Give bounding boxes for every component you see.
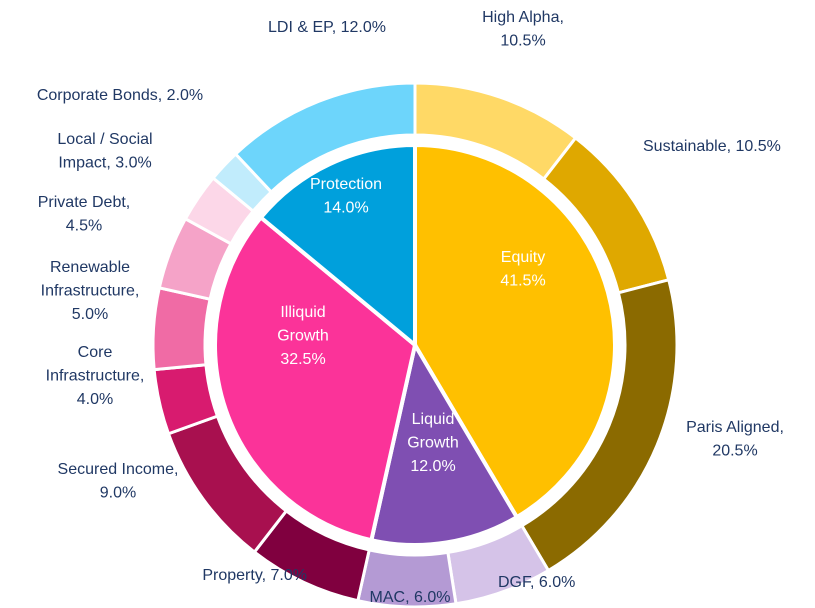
outer-label: Infrastructure, xyxy=(41,283,140,300)
segment xyxy=(151,286,212,372)
outer-label: 10.5% xyxy=(500,33,545,50)
segment xyxy=(258,142,417,350)
inner-label: 14.0% xyxy=(323,200,368,217)
outer-label: Infrastructure, xyxy=(46,368,145,385)
outer-label: 4.0% xyxy=(77,391,113,408)
outer-label: 20.5% xyxy=(712,443,757,460)
outer-label: Private Debt, xyxy=(38,194,130,211)
inner-label: Growth xyxy=(277,328,329,345)
segment xyxy=(233,81,417,195)
inner-label: Illiquid xyxy=(280,304,325,321)
outer-label: High Alpha, xyxy=(482,9,564,26)
outer-label: Renewable xyxy=(50,259,130,276)
inner-label: Equity xyxy=(501,249,545,266)
inner-label: Liquid xyxy=(412,411,455,428)
outer-label: 9.0% xyxy=(100,485,136,502)
outer-label: Sustainable, 10.5% xyxy=(643,138,781,155)
inner-label: 12.0% xyxy=(410,458,455,475)
outer-label: Impact, 3.0% xyxy=(58,155,151,172)
outer-label: Property, 7.0% xyxy=(202,567,307,584)
outer-label: Secured Income, xyxy=(58,461,179,478)
outer-label: LDI & EP, 12.0% xyxy=(268,19,386,36)
inner-label: 32.5% xyxy=(280,351,325,368)
outer-label: MAC, 6.0% xyxy=(370,589,451,606)
inner-label: Growth xyxy=(407,435,459,452)
outer-label: Local / Social xyxy=(57,131,152,148)
inner-label: 41.5% xyxy=(500,273,545,290)
outer-label: Paris Aligned, xyxy=(686,419,784,436)
outer-label: 4.5% xyxy=(66,218,102,235)
outer-label: 5.0% xyxy=(72,306,108,323)
outer-label: Core xyxy=(78,344,113,361)
inner-label: Protection xyxy=(310,176,382,193)
segment xyxy=(213,214,418,543)
segment xyxy=(413,142,617,520)
outer-label: DGF, 6.0% xyxy=(498,574,575,591)
segment xyxy=(368,339,520,547)
outer-label: Corporate Bonds, 2.0% xyxy=(37,87,203,104)
